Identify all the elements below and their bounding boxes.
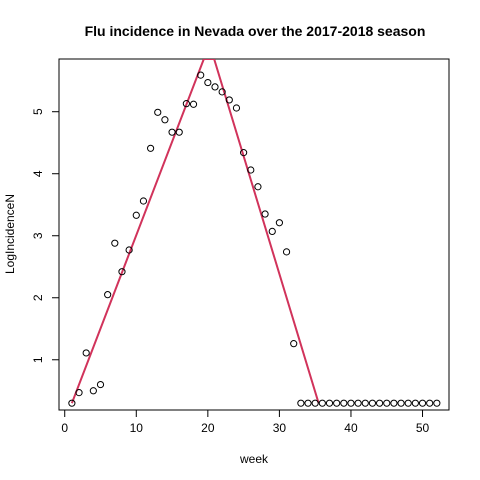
fit-line: [70, 59, 320, 404]
x-axis: 0 10 20 30 40 50: [61, 409, 430, 435]
data-point: [111, 239, 119, 247]
data-marks: [68, 59, 441, 407]
y-tick-label: 4: [31, 170, 45, 177]
y-tick-label: 1: [31, 356, 45, 363]
data-point: [118, 268, 126, 276]
data-point: [375, 399, 384, 407]
data-point: [211, 83, 219, 91]
data-point: [333, 399, 341, 407]
data-point: [240, 149, 248, 157]
chart-title: Flu incidence in Nevada over the 2017-20…: [85, 23, 426, 39]
data-point: [146, 144, 155, 152]
x-tick-label: 20: [201, 421, 215, 435]
data-point: [404, 399, 412, 407]
y-tick-label: 5: [31, 108, 45, 115]
x-tick-label: 50: [416, 421, 430, 435]
data-point: [361, 399, 369, 407]
data-point: [247, 166, 255, 174]
data-point: [175, 128, 183, 136]
data-point: [218, 88, 226, 96]
data-point: [204, 78, 212, 87]
data-point: [154, 108, 162, 116]
data-point: [383, 399, 391, 407]
x-tick-label: 0: [61, 421, 68, 435]
data-point: [225, 96, 233, 104]
data-point: [275, 219, 284, 227]
y-tick-label: 2: [31, 294, 45, 301]
data-point: [82, 349, 90, 357]
data-point: [325, 399, 334, 407]
x-tick-label: 10: [130, 421, 144, 435]
data-point: [354, 399, 362, 407]
data-point: [168, 128, 176, 136]
y-axis-label: LogIncidenceN: [3, 194, 17, 274]
data-point: [311, 399, 319, 407]
y-axis: 1 2 3 4 5: [31, 108, 60, 363]
data-point: [139, 197, 148, 205]
data-point: [426, 399, 434, 407]
data-point: [96, 380, 105, 389]
data-point: [182, 100, 190, 108]
data-point: [297, 399, 305, 407]
data-point: [368, 399, 377, 407]
data-point: [132, 211, 140, 219]
data-point: [268, 227, 276, 235]
data-point: [304, 399, 312, 407]
x-tick-label: 40: [344, 421, 358, 435]
data-point: [390, 399, 398, 407]
data-point: [232, 104, 241, 112]
data-point: [411, 399, 419, 407]
data-point: [397, 399, 405, 407]
data-point: [161, 116, 169, 124]
data-point: [290, 340, 298, 348]
data-point: [189, 100, 198, 108]
data-point: [75, 389, 83, 397]
data-point: [340, 399, 348, 407]
data-point: [89, 387, 97, 395]
data-point: [254, 183, 262, 191]
data-point: [68, 399, 76, 407]
y-tick-label: 3: [31, 232, 45, 239]
data-point: [197, 71, 205, 79]
x-axis-label: week: [239, 452, 269, 466]
data-point: [418, 399, 427, 407]
plot-area: [58, 58, 450, 411]
data-point: [282, 248, 291, 256]
data-point: [125, 246, 133, 254]
data-point: [318, 399, 326, 407]
x-tick-label: 30: [273, 421, 287, 435]
data-point: [347, 399, 355, 407]
data-point: [261, 210, 269, 218]
data-point: [433, 399, 441, 407]
data-point: [104, 291, 112, 299]
